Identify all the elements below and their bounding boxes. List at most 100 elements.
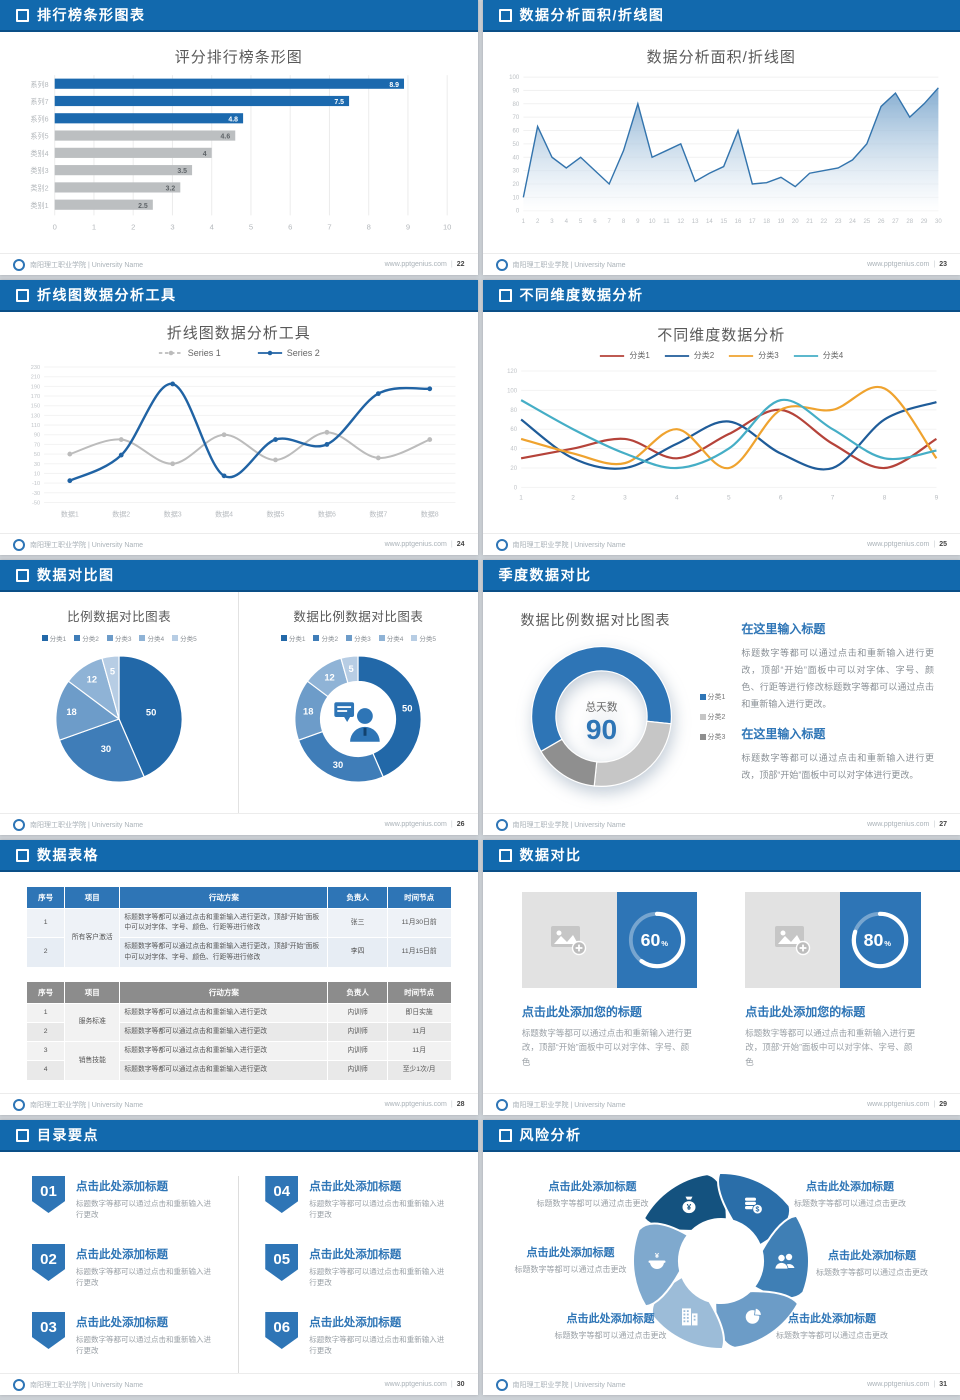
toc-number-badge: 05 bbox=[265, 1244, 299, 1281]
svg-text:7: 7 bbox=[830, 494, 834, 501]
footer-site: www.pptgenius.com bbox=[867, 541, 930, 548]
slide-23-body: 数据分析面积/折线图 0 10 20 30 40 50 60 70 80 90 100 1 2 3 4 5 6 7… bbox=[483, 32, 960, 253]
risk-label-body: 标题数字等都可以通过点击更改 bbox=[794, 1199, 906, 1208]
legend-item: 分类2 bbox=[74, 633, 99, 643]
table-cell: 标题数字等都可以通过点击和重新输入进行更改，顶部“开始”面板中可以对字体、字号、… bbox=[119, 937, 329, 968]
data-table: 序号 项目 行动方案 负责人 时间节点 1 服务标准 标题数字等都可以通过点击和重新输入进行更… bbox=[25, 980, 452, 1081]
svg-text:系列7: 系列7 bbox=[30, 97, 48, 106]
legend-item: Series 2 bbox=[257, 348, 320, 358]
university-logo-icon bbox=[495, 1098, 508, 1111]
svg-text:17: 17 bbox=[748, 219, 755, 225]
svg-text:4: 4 bbox=[564, 219, 568, 225]
risk-label: 点击此处添加标题 标题数字等都可以通过点击更改 bbox=[746, 1310, 918, 1341]
legend-item: Series 1 bbox=[158, 348, 221, 358]
risk-label-heading: 点击此处添加标题 bbox=[828, 1250, 916, 1262]
slide-footer: 南阳理工职业学院 | University Name www.pptgenius… bbox=[0, 253, 478, 275]
slide-header-title: 风险分析 bbox=[519, 1127, 582, 1143]
slide-26[interactable]: 数据对比图 比例数据对比图表 分类1 分类2 分类3 分类4 分类5 50 30 18 12 5… bbox=[0, 560, 478, 835]
svg-text:-30: -30 bbox=[32, 491, 40, 497]
svg-text:29: 29 bbox=[920, 219, 927, 225]
footer-site: www.pptgenius.com bbox=[384, 261, 447, 268]
svg-text:22: 22 bbox=[820, 219, 827, 225]
toc-number-badge: 01 bbox=[32, 1176, 65, 1213]
card-heading: 点击此处添加您的标题 bbox=[745, 1005, 866, 1019]
svg-text:系列5: 系列5 bbox=[30, 132, 48, 141]
toc-item: 04 点击此处添加标题 标题数字等都可以通过点击和重新输入进行更改 bbox=[265, 1176, 445, 1220]
svg-text:类别2: 类别2 bbox=[30, 183, 48, 192]
svg-text:21: 21 bbox=[806, 219, 813, 225]
svg-text:150: 150 bbox=[31, 404, 40, 410]
slide-footer: 南阳理工职业学院 | University Name www.pptgenius… bbox=[0, 533, 478, 555]
svg-text:$: $ bbox=[756, 1207, 760, 1214]
svg-text:15: 15 bbox=[720, 219, 727, 225]
toc-item-body: 标题数字等都可以通过点击和重新输入进行更改 bbox=[76, 1335, 211, 1355]
footer-site: www.pptgenius.com bbox=[867, 261, 930, 268]
slide-25-body: 不同维度数据分析 分类1 分类2 分类3 分类4 0 20 40 60 80 100 120 1 2 3… bbox=[483, 312, 960, 533]
slide-24[interactable]: 折线图数据分析工具 折线图数据分析工具 Series 1 Series 2 -50… bbox=[0, 280, 478, 555]
square-bullet-icon bbox=[498, 8, 512, 22]
svg-text:20: 20 bbox=[791, 219, 798, 225]
page-number: 24 bbox=[456, 541, 465, 548]
footer-org: 南阳理工职业学院 | University Name bbox=[30, 1101, 144, 1109]
image-placeholder bbox=[745, 892, 841, 988]
table-row: 4 标题数字等都可以通过点击和重新输入进行更改 内训师 至少1次/月 bbox=[25, 1060, 452, 1081]
svg-text:0: 0 bbox=[515, 209, 519, 215]
svg-text:100: 100 bbox=[509, 75, 520, 81]
svg-text:50: 50 bbox=[34, 452, 40, 458]
footer-site: www.pptgenius.com bbox=[384, 1101, 447, 1108]
svg-text:230: 230 bbox=[31, 365, 40, 371]
toc-item-heading: 点击此处添加标题 bbox=[309, 1317, 402, 1329]
table-row: 1 所有客户激活 标题数字等都可以通过点击和重新输入进行更改，顶部“开始”面板中可以… bbox=[25, 907, 452, 968]
toc-item-body: 标题数字等都可以通过点击和重新输入进行更改 bbox=[309, 1199, 445, 1219]
slide-28[interactable]: 数据表格 序号 项目 行动方案 负责人 时间节点 1 所有客户激活 标题数字等都可以通过点击和… bbox=[0, 840, 478, 1115]
risk-label-heading: 点击此处添加标题 bbox=[788, 1313, 876, 1325]
risk-label: 点击此处添加标题 标题数字等都可以通过点击更改 bbox=[525, 1310, 697, 1341]
block-body: 标题数字等都可以通过点击和重新输入进行更改，顶部“开始”面板中可以对字体、字号、… bbox=[741, 648, 934, 710]
chart-legend: 分类1 分类2 分类3 分类4 bbox=[483, 350, 960, 361]
svg-text:190: 190 bbox=[31, 384, 40, 390]
footer-org: 南阳理工职业学院 | University Name bbox=[512, 541, 626, 549]
toc-item-heading: 点击此处添加标题 bbox=[76, 1249, 168, 1261]
legend-item: 分类1 bbox=[699, 692, 725, 702]
toc-item: 05 点击此处添加标题 标题数字等都可以通过点击和重新输入进行更改 bbox=[265, 1244, 445, 1288]
footer-org: 南阳理工职业学院 | University Name bbox=[30, 261, 144, 269]
svg-text:30: 30 bbox=[333, 760, 343, 770]
risk-label-heading: 点击此处添加标题 bbox=[548, 1181, 637, 1193]
square-bullet-icon bbox=[16, 848, 29, 862]
svg-text:2: 2 bbox=[571, 494, 575, 501]
svg-text:9: 9 bbox=[934, 494, 938, 501]
slide-29[interactable]: 数据对比 60% 点击此处添加您的标题 标题数字等都可以通过点击和重新输入进行更… bbox=[482, 840, 960, 1115]
slide-footer: 南阳理工职业学院 | University Name www.pptgenius… bbox=[0, 813, 478, 835]
four-series-line-chart: 0 20 40 60 80 100 120 1 2 3 4 5 6 7 8 9 bbox=[483, 361, 960, 520]
slide-24-header: 折线图数据分析工具 bbox=[0, 280, 478, 312]
slide-27[interactable]: 季度数据对比 数据比例数据对比图表 总天数 90 分类1 分类2 分类3 在这里输入标… bbox=[482, 560, 960, 835]
slide-23[interactable]: 数据分析面积/折线图 数据分析面积/折线图 0 10 20 30 40 50 60 70 80 9… bbox=[482, 0, 960, 275]
page-number: 25 bbox=[939, 541, 947, 548]
slide-25[interactable]: 不同维度数据分析 不同维度数据分析 分类1 分类2 分类3 分类4 0 20 40 60 80… bbox=[482, 280, 960, 555]
slide-27-header: 季度数据对比 bbox=[482, 560, 960, 592]
svg-text:系列8: 系列8 bbox=[30, 80, 48, 89]
footer-site: www.pptgenius.com bbox=[384, 541, 447, 548]
svg-text:120: 120 bbox=[507, 369, 518, 375]
svg-text:5: 5 bbox=[349, 664, 354, 674]
toc-item-body: 标题数字等都可以通过点击和重新输入进行更改 bbox=[309, 1267, 445, 1287]
slide-30-body: 01 点击此处添加标题 标题数字等都可以通过点击和重新输入进行更改 02 点击此处添加标… bbox=[0, 1152, 478, 1373]
svg-text:70: 70 bbox=[34, 442, 40, 448]
slide-22[interactable]: 排行榜条形图表 评分排行榜条形图 0 1 2 3 4 5 6 7 8 9 10 系列8 8.9 系列7 7.… bbox=[0, 0, 478, 275]
slide-30[interactable]: 目录要点 01 点击此处添加标题 标题数字等都可以通过点击和重新输入进行更改 02 点击… bbox=[0, 1120, 478, 1395]
svg-text:90: 90 bbox=[585, 714, 616, 745]
svg-text:10: 10 bbox=[512, 195, 519, 201]
slide-31[interactable]: 风险分析 ¥ $ ¥ 点击此处添加标题 标题数字等都可以通过点击更改 点击此处添加标题标… bbox=[482, 1120, 960, 1395]
legend-item: 分类4 bbox=[139, 633, 164, 643]
money-bag-icon: ¥ bbox=[682, 1196, 696, 1214]
toc-number-badge: 02 bbox=[32, 1244, 65, 1281]
svg-text:4: 4 bbox=[203, 151, 207, 158]
svg-text:30: 30 bbox=[512, 169, 519, 175]
slide-footer: 南阳理工职业学院 | University Name www.pptgenius… bbox=[0, 1093, 478, 1115]
slide-26-header: 数据对比图 bbox=[0, 560, 478, 592]
risk-label-body: 标题数字等都可以通过点击更改 bbox=[816, 1268, 928, 1277]
square-bullet-icon bbox=[16, 288, 29, 302]
table-cell: 即日实施 bbox=[386, 1002, 452, 1023]
table-cell: 服务标准 bbox=[64, 1002, 121, 1043]
table-cell: 标题数字等都可以通过点击和重新输入进行更改 bbox=[119, 1060, 329, 1081]
